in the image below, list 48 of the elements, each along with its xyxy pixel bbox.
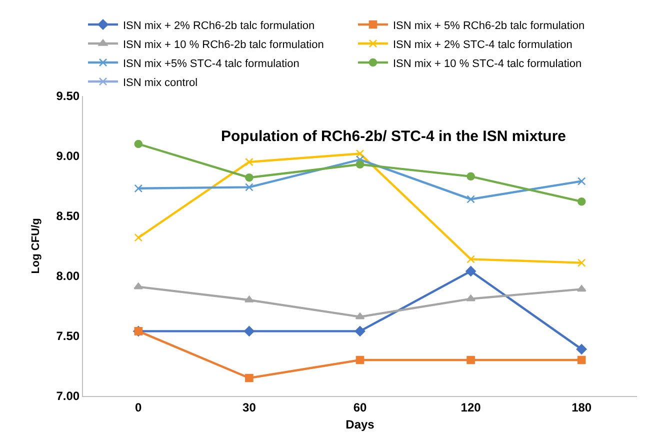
legend-label: ISN mix +5% STC-4 talc formulation <box>123 58 300 70</box>
point <box>466 294 476 302</box>
point <box>245 158 254 166</box>
legend-label: ISN mix + 10 % RCh6-2b talc formulation <box>123 38 324 51</box>
point <box>244 326 254 336</box>
point <box>466 172 475 181</box>
y-tick-label: 7.50 <box>56 329 80 344</box>
legend-label: ISN mix + 10 % STC-4 talc formulation <box>393 58 582 70</box>
point <box>134 184 143 193</box>
legend-label: ISN mix + 2% STC-4 talc formulation <box>393 38 572 51</box>
point <box>577 177 586 186</box>
point <box>577 356 586 364</box>
point <box>356 149 364 158</box>
point <box>245 173 254 182</box>
x-tick-label: 60 <box>353 400 367 414</box>
legend-label: ISN mix + 5% RCh6-2b talc formulation <box>393 20 585 32</box>
point <box>134 140 143 148</box>
legend-label: ISN mix + 2% RCh6-2b talc formulation <box>123 20 315 32</box>
point <box>577 258 586 267</box>
x-tick-label: 30 <box>242 400 256 414</box>
point <box>245 374 254 382</box>
point <box>134 282 144 290</box>
text: Population of RCh6-2b/ STC-4 in the ISN mixture <box>221 128 566 145</box>
point <box>245 183 254 192</box>
point <box>355 312 365 320</box>
y-tick-label: 8.00 <box>56 269 80 284</box>
point <box>466 195 475 204</box>
legend-label: ISN mix control <box>123 76 198 89</box>
point <box>466 255 475 264</box>
point <box>577 197 586 206</box>
point <box>466 266 476 276</box>
x-tick-label: 120 <box>460 400 482 414</box>
point <box>576 285 586 292</box>
x-tick-label: 180 <box>572 400 592 414</box>
point <box>354 326 366 336</box>
point <box>576 344 587 354</box>
y-tick-label: 8.50 <box>56 209 80 224</box>
point <box>356 356 364 364</box>
y-tick-label: 9.50 <box>56 89 80 104</box>
point <box>134 233 143 242</box>
y-tick-label: 9.00 <box>56 149 80 164</box>
point <box>466 356 475 364</box>
point <box>356 160 364 169</box>
y-axis-title: Log CFU/g <box>30 218 42 274</box>
y-tick-label: 7.00 <box>56 389 80 404</box>
x-axis-title: Days <box>346 417 375 432</box>
x-tick-label: 0 <box>135 400 142 414</box>
point <box>244 296 254 302</box>
